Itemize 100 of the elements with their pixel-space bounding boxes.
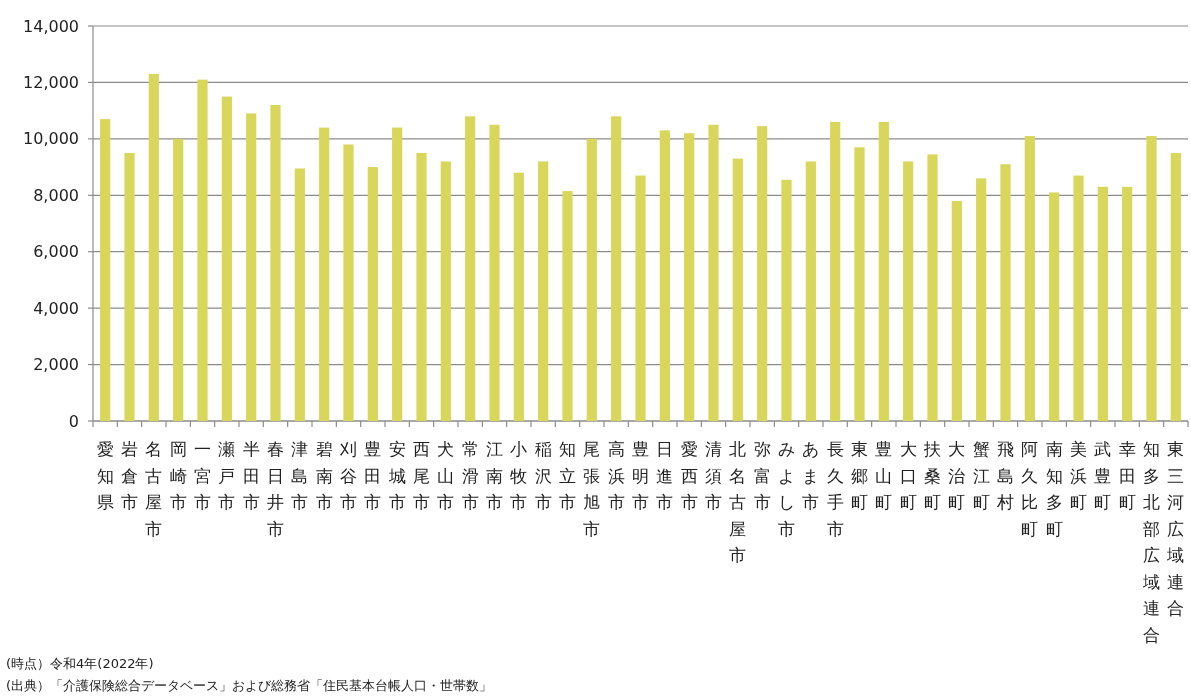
bar <box>1049 192 1060 421</box>
x-tick-label: 岡崎市 <box>169 439 187 512</box>
x-tick-label: 安城市 <box>387 439 406 512</box>
x-tick-label: 常滑市 <box>461 439 479 512</box>
y-tick-label: 14,000 <box>23 16 79 36</box>
x-tick-label: 南知多町 <box>1045 439 1063 539</box>
text: (時点）令和4年(2022年) <box>6 656 154 671</box>
bar <box>878 121 889 421</box>
x-tick-label: 津島市 <box>291 439 309 512</box>
bar <box>781 179 792 421</box>
x-tick-label: 小牧市 <box>510 439 528 512</box>
bar <box>805 161 816 421</box>
x-tick-label: 美浜町 <box>1070 439 1087 512</box>
bar <box>513 172 524 421</box>
bar <box>1097 186 1108 421</box>
x-tick-label: 碧南市 <box>315 439 333 512</box>
bar <box>927 154 938 421</box>
bar <box>732 158 743 421</box>
bar <box>1170 152 1181 421</box>
x-tick-label: 北名古屋市 <box>729 439 747 565</box>
bar <box>854 147 865 421</box>
x-tick-label: 愛知県 <box>96 439 114 512</box>
bar <box>538 161 549 421</box>
x-tick-label: あま市 <box>802 439 820 512</box>
bar <box>465 116 476 421</box>
x-tick-label: 清須市 <box>705 439 722 512</box>
x-tick-label: 高浜市 <box>607 439 625 512</box>
x-tick-label: 幸田町 <box>1118 439 1136 512</box>
x-tick-label: 蟹江町 <box>972 439 990 512</box>
x-tick-label: みよし市 <box>778 439 795 539</box>
bar <box>830 121 841 421</box>
bar <box>319 127 330 421</box>
bar <box>440 161 451 421</box>
bar <box>173 138 184 421</box>
bar <box>294 168 305 421</box>
bar <box>611 116 622 421</box>
bar <box>100 119 111 421</box>
bar <box>635 175 646 421</box>
bar <box>343 144 354 421</box>
x-tick-label: 一宮市 <box>194 439 211 512</box>
x-tick-label: 愛西市 <box>680 439 698 512</box>
bar <box>221 96 232 421</box>
x-tick-label: 長久手市 <box>826 439 844 539</box>
bar <box>246 113 257 421</box>
bar <box>586 138 597 421</box>
x-tick-label: 犬山市 <box>437 439 455 512</box>
bar <box>197 79 208 421</box>
x-tick-label: 豊山町 <box>875 439 893 512</box>
y-tick-label: 6,000 <box>33 242 79 262</box>
x-tick-label: 武豊町 <box>1094 439 1112 512</box>
x-tick-label: 豊明市 <box>632 439 649 512</box>
x-tick-label: 飛島村 <box>996 439 1014 512</box>
x-tick-label: 西尾市 <box>413 439 430 512</box>
bar <box>659 130 670 421</box>
bar <box>270 105 281 421</box>
x-tick-label: 稲沢市 <box>534 439 552 512</box>
bar <box>757 126 768 421</box>
x-tick-label: 半田市 <box>242 439 260 512</box>
bar <box>1122 186 1133 421</box>
x-tick-label: 大口町 <box>899 439 917 512</box>
bar <box>562 191 573 421</box>
bar <box>708 124 719 421</box>
x-tick-label: 日進市 <box>656 439 674 512</box>
bar <box>1000 164 1011 421</box>
x-tick-label: 春日井市 <box>267 439 284 539</box>
y-tick-label: 0 <box>68 411 79 431</box>
x-tick-label: 大治町 <box>948 439 966 512</box>
y-tick-label: 4,000 <box>33 298 79 318</box>
x-tick-label: 名古屋市 <box>145 439 163 539</box>
bar <box>1073 175 1084 421</box>
bar <box>1146 136 1157 421</box>
bar <box>1024 136 1035 421</box>
x-tick-label: 阿久比町 <box>1021 439 1039 539</box>
bar <box>489 124 500 421</box>
y-tick-label: 12,000 <box>23 72 79 92</box>
bar <box>367 167 378 421</box>
y-tick-label: 2,000 <box>33 355 79 375</box>
x-tick-label: 知多北部広域連合 <box>1142 439 1160 645</box>
x-tick-label: 瀬戸市 <box>218 439 236 512</box>
x-tick-label: 江南市 <box>486 439 503 512</box>
bar <box>684 133 695 421</box>
bar <box>148 73 159 421</box>
x-tick-label: 東郷町 <box>851 439 868 512</box>
y-tick-label: 10,000 <box>23 129 79 149</box>
x-tick-label: 刈谷市 <box>339 439 357 512</box>
bar <box>124 152 135 421</box>
bar <box>903 161 914 421</box>
bar <box>976 178 987 421</box>
x-tick-label: 尾張旭市 <box>583 439 601 539</box>
x-tick-label: 東三河広域連合 <box>1166 439 1185 618</box>
bar <box>416 152 427 421</box>
x-tick-label: 扶桑町 <box>923 439 941 512</box>
bar <box>392 127 403 421</box>
x-tick-label: 岩倉市 <box>121 439 138 512</box>
x-tick-label: 豊田市 <box>364 439 382 512</box>
bar <box>951 200 962 421</box>
x-tick-label: 弥富市 <box>753 439 771 512</box>
text: (出典）「介護保険総合データベース」および総務省「住民基本台帳人口・世帯数」 <box>6 678 493 693</box>
y-tick-label: 8,000 <box>33 185 79 205</box>
x-tick-label: 知立市 <box>559 439 576 512</box>
